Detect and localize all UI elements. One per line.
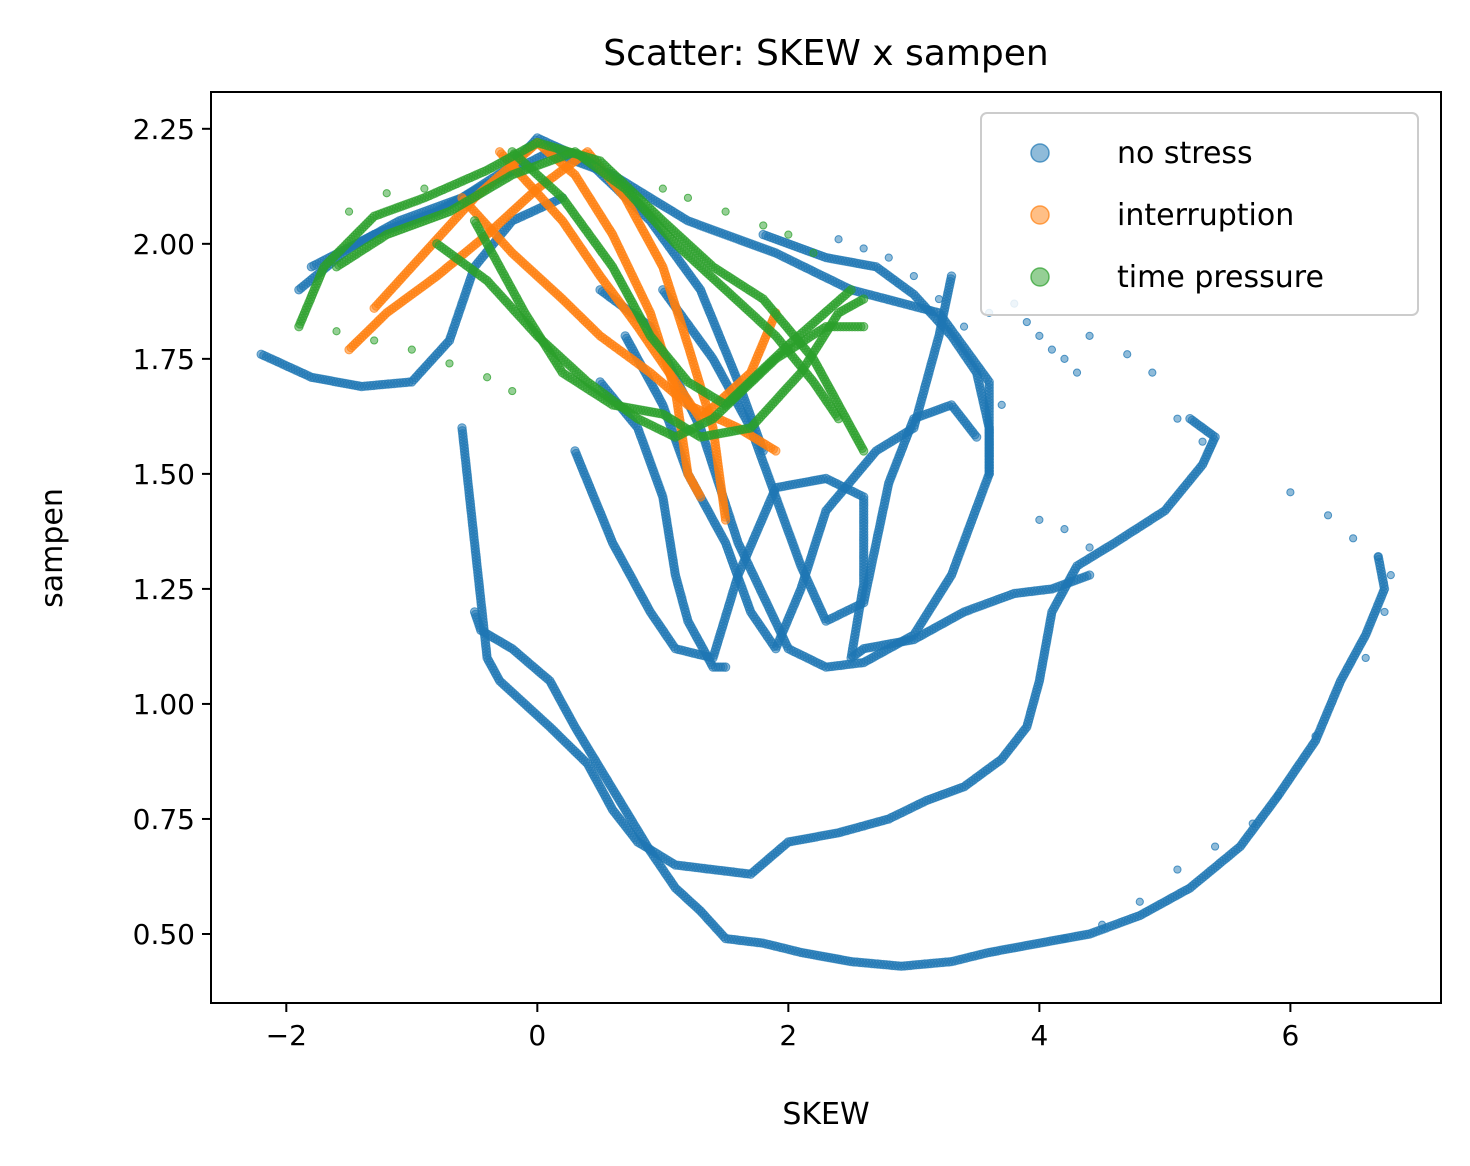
scatter-point bbox=[946, 271, 957, 281]
scatter-point bbox=[884, 253, 893, 262]
y-tick-label: 0.75 bbox=[133, 803, 195, 836]
x-tick-label: 2 bbox=[779, 1019, 797, 1052]
scatter-point bbox=[1085, 331, 1094, 340]
scatter-point bbox=[382, 189, 391, 198]
x-axis-title: SKEW bbox=[782, 1097, 869, 1132]
scatter-point bbox=[407, 345, 416, 354]
scatter-point bbox=[1185, 413, 1195, 424]
y-axis-title: sampen bbox=[35, 488, 70, 608]
scatter-point bbox=[846, 285, 856, 295]
y-tick-label: 2.00 bbox=[133, 228, 195, 261]
scatter-point bbox=[1210, 842, 1220, 851]
scatter-point bbox=[1286, 488, 1295, 497]
scatter-point bbox=[934, 294, 944, 304]
y-tick-label: 2.25 bbox=[133, 113, 195, 146]
scatter-point bbox=[721, 207, 730, 216]
y-tick-label: 1.50 bbox=[133, 458, 195, 491]
scatter-point bbox=[1311, 732, 1320, 741]
scatter-point bbox=[834, 235, 843, 244]
x-tick-label: 4 bbox=[1030, 1019, 1048, 1052]
scatter-point bbox=[1035, 515, 1044, 524]
chart-title: Scatter: SKEW x sampen bbox=[603, 33, 1049, 74]
scatter-point bbox=[859, 244, 868, 253]
scatter-point bbox=[1135, 897, 1144, 906]
scatter-point bbox=[720, 662, 731, 672]
scatter-point bbox=[771, 446, 781, 456]
scatter-point bbox=[1084, 570, 1095, 580]
scatter-point bbox=[370, 336, 379, 345]
scatter-point bbox=[1047, 345, 1057, 354]
legend-label: no stress bbox=[1117, 136, 1253, 171]
scatter-point bbox=[1072, 368, 1082, 377]
x-tick-label: −2 bbox=[266, 1019, 307, 1052]
x-tick-label: 0 bbox=[528, 1019, 546, 1052]
points-layer bbox=[256, 133, 1395, 971]
legend-marker bbox=[1030, 143, 1050, 163]
scatter-point bbox=[1361, 653, 1370, 663]
scatter-point bbox=[695, 492, 706, 502]
scatter-point bbox=[809, 248, 818, 258]
scatter-point bbox=[858, 446, 869, 456]
scatter-point bbox=[971, 432, 982, 442]
scatter-point bbox=[595, 285, 605, 295]
y-tick-label: 1.25 bbox=[133, 573, 195, 606]
scatter-point bbox=[997, 400, 1006, 409]
scatter-point bbox=[1060, 354, 1069, 363]
scatter-point bbox=[1085, 543, 1094, 552]
scatter-point bbox=[759, 221, 768, 230]
scatter-point bbox=[420, 184, 429, 193]
scatter-point bbox=[332, 327, 341, 336]
scatter-point bbox=[984, 469, 994, 479]
scatter-point bbox=[1323, 511, 1333, 520]
scatter-point bbox=[720, 515, 731, 525]
scatter-point bbox=[1374, 552, 1383, 561]
scatter-point bbox=[1123, 350, 1132, 359]
scatter-point bbox=[1273, 791, 1282, 801]
scatter-point bbox=[483, 373, 492, 382]
scatter-point bbox=[1198, 437, 1207, 446]
scatter-point bbox=[1173, 414, 1182, 423]
scatter-point bbox=[344, 207, 354, 216]
scatter-point bbox=[658, 184, 667, 193]
scatter-point bbox=[1386, 571, 1395, 580]
scatter-point bbox=[1148, 368, 1157, 377]
legend-label: time pressure bbox=[1117, 260, 1324, 295]
scatter-point bbox=[959, 322, 969, 331]
scatter-point bbox=[1173, 865, 1182, 874]
scatter-point bbox=[1380, 607, 1389, 617]
scatter-point bbox=[858, 321, 869, 332]
scatter-point bbox=[1060, 524, 1069, 534]
scatter-point bbox=[445, 359, 454, 368]
scatter-point bbox=[683, 193, 693, 202]
y-tick-label: 1.00 bbox=[133, 688, 195, 721]
scatter-point bbox=[1060, 934, 1069, 943]
scatter-point bbox=[1248, 819, 1257, 828]
scatter-point bbox=[909, 271, 918, 281]
scatter-point bbox=[784, 230, 793, 239]
scatter-point bbox=[833, 413, 844, 424]
scatter-point bbox=[1349, 534, 1358, 543]
legend-marker bbox=[1030, 267, 1050, 287]
legend: no stress interruption time pressure bbox=[980, 112, 1419, 316]
scatter-point bbox=[1098, 920, 1107, 929]
legend-label: interruption bbox=[1117, 198, 1294, 233]
legend-marker bbox=[1030, 205, 1050, 225]
x-tick-label: 6 bbox=[1281, 1019, 1299, 1052]
y-tick-label: 1.75 bbox=[133, 343, 195, 376]
scatter-point bbox=[508, 386, 517, 396]
scatter-point bbox=[1035, 331, 1044, 340]
scatter-point bbox=[1022, 317, 1031, 327]
y-tick-label: 0.50 bbox=[133, 918, 195, 951]
scatter-point bbox=[858, 294, 869, 304]
